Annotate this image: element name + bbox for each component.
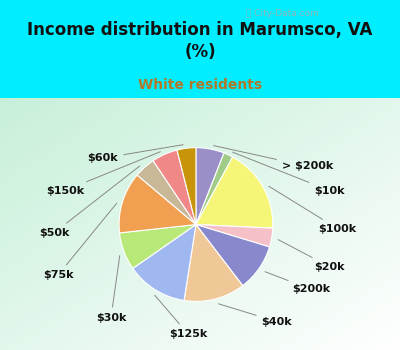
Wedge shape	[196, 148, 224, 225]
Text: $30k: $30k	[96, 256, 126, 323]
Text: $20k: $20k	[278, 240, 345, 272]
Text: $200k: $200k	[265, 272, 330, 294]
Wedge shape	[153, 150, 196, 225]
Wedge shape	[177, 148, 196, 225]
Wedge shape	[196, 225, 270, 286]
Text: $10k: $10k	[233, 152, 345, 196]
Text: > $200k: > $200k	[214, 146, 333, 171]
Wedge shape	[137, 161, 196, 225]
Wedge shape	[133, 225, 196, 301]
Text: Income distribution in Marumsco, VA
(%): Income distribution in Marumsco, VA (%)	[27, 21, 373, 61]
Text: $125k: $125k	[155, 295, 207, 339]
Text: $50k: $50k	[39, 166, 140, 238]
Text: $75k: $75k	[43, 203, 117, 280]
Wedge shape	[119, 175, 196, 233]
Wedge shape	[120, 225, 196, 268]
Text: $40k: $40k	[218, 304, 292, 327]
Text: $150k: $150k	[46, 152, 160, 196]
Wedge shape	[196, 157, 273, 228]
Wedge shape	[184, 225, 243, 301]
Wedge shape	[196, 153, 233, 225]
Text: ⓘ City-Data.com: ⓘ City-Data.com	[246, 9, 319, 18]
Text: $60k: $60k	[88, 145, 183, 163]
Text: White residents: White residents	[138, 78, 262, 92]
Text: $100k: $100k	[269, 186, 357, 233]
Wedge shape	[196, 225, 273, 247]
